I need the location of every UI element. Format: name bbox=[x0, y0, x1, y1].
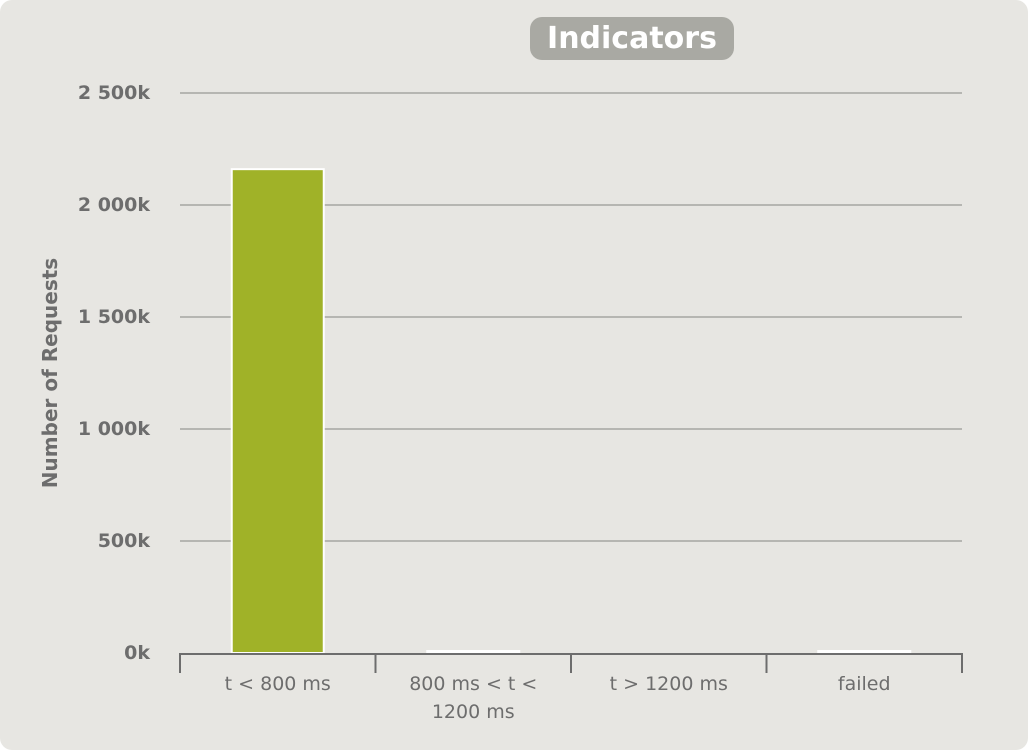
bar bbox=[230, 168, 325, 654]
x-tick-label: t > 1200 ms bbox=[610, 673, 728, 695]
y-tick-label: 500k bbox=[98, 530, 151, 552]
x-tick-label: t < 800 ms bbox=[225, 673, 331, 695]
y-tick-label: 1 500k bbox=[78, 306, 150, 328]
bars bbox=[230, 168, 912, 654]
x-axis-category-labels: t < 800 ms 800 ms < t <1200 ms t > 1200 ms… bbox=[225, 673, 891, 723]
y-tick-label: 2 500k bbox=[78, 82, 150, 104]
bar bbox=[426, 650, 521, 654]
x-axis bbox=[179, 653, 963, 673]
bar bbox=[817, 650, 912, 654]
x-tick-label: 800 ms < t <1200 ms bbox=[409, 673, 537, 723]
chart-title: Indicators bbox=[530, 17, 734, 60]
y-tick-label: 1 000k bbox=[78, 418, 150, 440]
y-tick-label: 2 000k bbox=[78, 194, 150, 216]
y-axis-ticks: 0k 500k 1 000k 1 500k 2 000k 2 500k bbox=[78, 82, 151, 664]
x-tick-label: failed bbox=[838, 673, 891, 695]
y-tick-label: 0k bbox=[124, 642, 150, 664]
y-axis-title: Number of Requests bbox=[38, 258, 62, 488]
